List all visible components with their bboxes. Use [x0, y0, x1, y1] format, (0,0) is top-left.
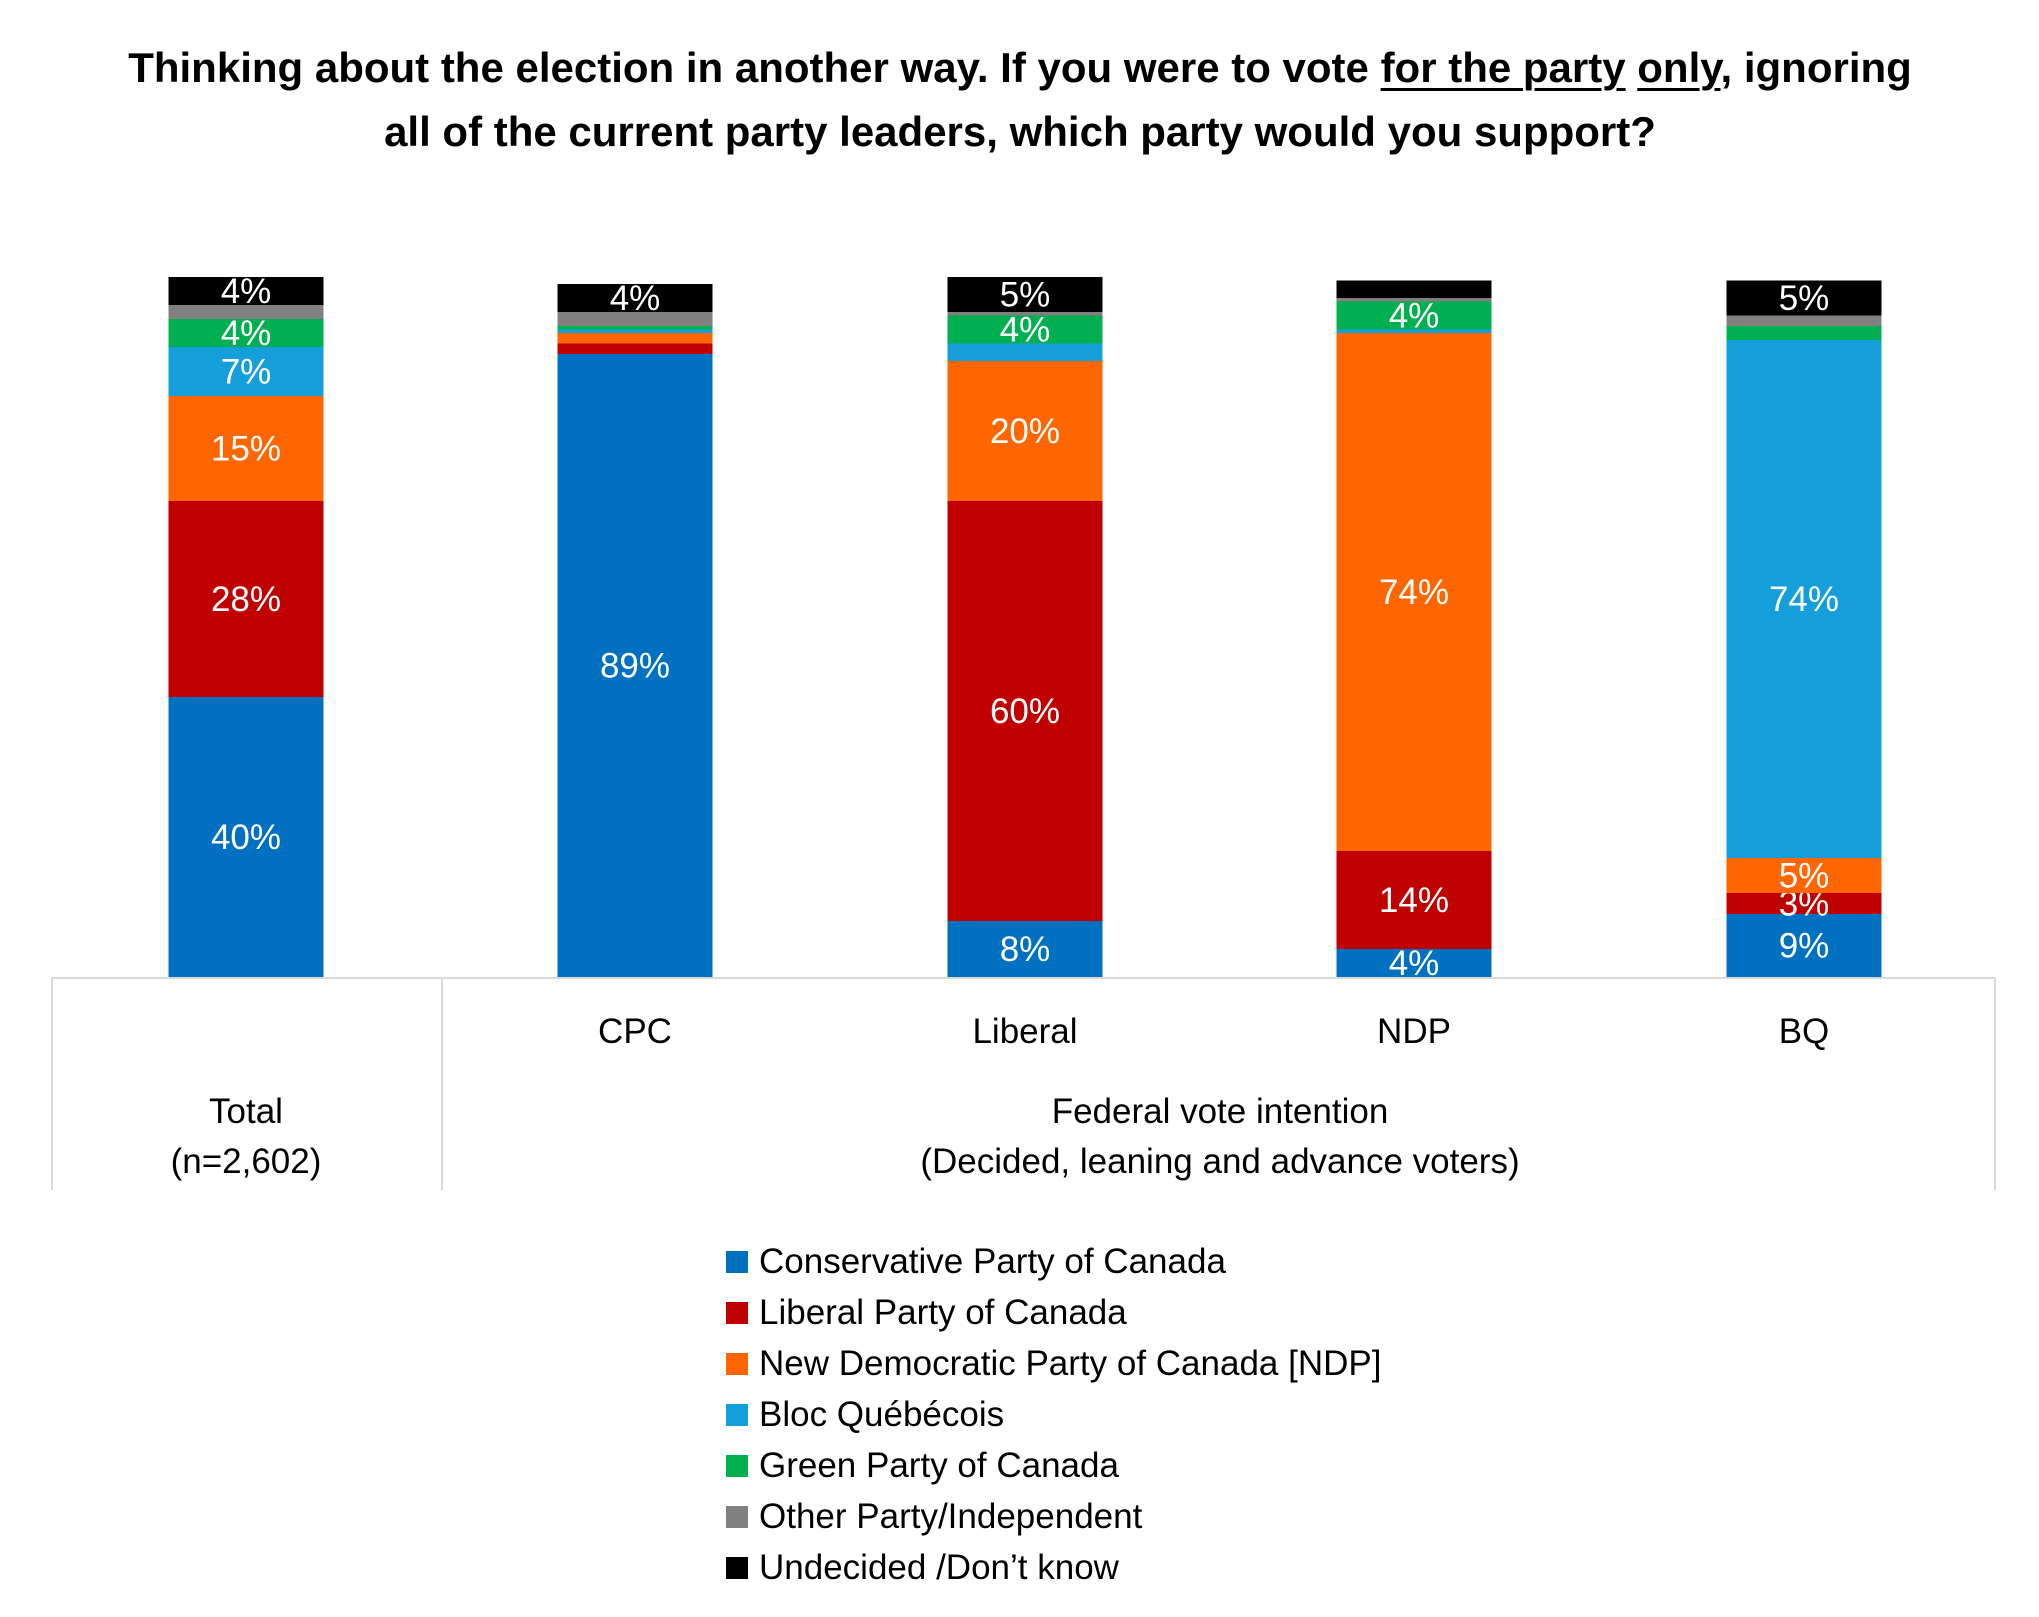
- bar-segment-total-new-democratic-party-of-canada-ndp: [168, 396, 324, 501]
- bar-segment-cpc-new-democratic-party-of-canada-ndp: [557, 333, 713, 344]
- bar-segment-liberal-bloc-qu-b-cois: [947, 343, 1103, 361]
- data-label-total-conservative-party-of-canada: 40%: [211, 818, 281, 857]
- data-label-total-bloc-qu-b-cois: 7%: [221, 353, 272, 392]
- bar-segment-bq-new-democratic-party-of-canada-ndp: [1726, 858, 1882, 893]
- chart-title: Thinking about the election in another w…: [120, 36, 1920, 164]
- title-underline-2: only: [1637, 44, 1721, 91]
- data-label-liberal-conservative-party-of-canada: 8%: [1000, 930, 1051, 969]
- legend-swatch-new-democratic-party-of-canada-ndp: [726, 1353, 748, 1375]
- data-label-cpc-conservative-party-of-canada: 89%: [600, 647, 670, 686]
- category-tick-labels: CPC Liberal NDP BQ: [598, 1012, 1829, 1051]
- data-label-liberal-new-democratic-party-of-canada-ndp: 20%: [990, 412, 1060, 451]
- legend-label-bloc-qu-b-cois: Bloc Québécois: [759, 1395, 1004, 1434]
- bar-segment-bq-conservative-party-of-canada: [1726, 914, 1882, 977]
- legend-label-green-party-of-canada: Green Party of Canada: [759, 1446, 1119, 1485]
- data-label-bq-conservative-party-of-canada: 9%: [1779, 927, 1830, 966]
- bar-segment-cpc-undecided-don-t-know: [557, 284, 713, 312]
- bar-segment-bq-undecided-don-t-know: [1726, 280, 1882, 316]
- data-label-ndp-green-party-of-canada: 4%: [1389, 297, 1440, 336]
- legend-label-new-democratic-party-of-canada-ndp: New Democratic Party of Canada [NDP]: [759, 1344, 1381, 1383]
- legend-swatch-other-party-independent: [726, 1506, 748, 1528]
- data-label-ndp-new-democratic-party-of-canada-ndp: 74%: [1379, 573, 1449, 612]
- bar-segment-liberal-other-party-independent: [947, 312, 1103, 316]
- bar-segment-total-liberal-party-of-canada: [168, 501, 324, 697]
- bar-segment-total-undecided-don-t-know: [168, 277, 324, 305]
- bar-segment-bq-bloc-qu-b-cois: [1726, 340, 1882, 858]
- legend-label-undecided-don-t-know: Undecided /Don’t know: [759, 1548, 1120, 1587]
- group-label-1-line1: Federal vote intention: [1052, 1092, 1389, 1131]
- legend-label-conservative-party-of-canada: Conservative Party of Canada: [759, 1242, 1226, 1281]
- data-label-total-green-party-of-canada: 4%: [221, 314, 272, 353]
- bar-segment-ndp-new-democratic-party-of-canada-ndp: [1336, 333, 1492, 851]
- data-label-total-liberal-party-of-canada: 28%: [211, 580, 281, 619]
- legend-swatch-green-party-of-canada: [726, 1455, 748, 1477]
- title-underline-1: for the party: [1380, 44, 1626, 91]
- bar-segment-cpc-bloc-qu-b-cois: [557, 329, 713, 333]
- legend-label-other-party-independent: Other Party/Independent: [759, 1497, 1143, 1536]
- bar-segment-total-conservative-party-of-canada: [168, 697, 324, 977]
- category-label-ndp: NDP: [1377, 1012, 1451, 1051]
- legend-swatch-undecided-don-t-know: [726, 1557, 748, 1579]
- bar-segment-bq-other-party-independent: [1726, 315, 1882, 326]
- bar-segment-ndp-liberal-party-of-canada: [1336, 851, 1492, 949]
- bar-segment-total-bloc-qu-b-cois: [168, 347, 324, 396]
- data-label-bq-new-democratic-party-of-canada-ndp: 5%: [1779, 857, 1830, 896]
- legend-label-liberal-party-of-canada: Liberal Party of Canada: [759, 1293, 1127, 1332]
- data-label-liberal-green-party-of-canada: 4%: [1000, 311, 1051, 350]
- data-label-total-new-democratic-party-of-canada-ndp: 15%: [211, 430, 281, 469]
- bar-segment-cpc-liberal-party-of-canada: [557, 343, 713, 354]
- data-label-total-undecided-don-t-know: 4%: [221, 272, 272, 311]
- data-label-ndp-liberal-party-of-canada: 14%: [1379, 881, 1449, 920]
- data-label-ndp-conservative-party-of-canada: 4%: [1389, 944, 1440, 983]
- data-label-liberal-liberal-party-of-canada: 60%: [990, 692, 1060, 731]
- bar-segment-liberal-undecided-don-t-know: [947, 277, 1103, 312]
- bar-segment-cpc-green-party-of-canada: [557, 326, 713, 330]
- data-label-cpc-undecided-don-t-know: 4%: [610, 279, 661, 318]
- title-part-3: , ignoring all of the current party lead…: [384, 44, 1912, 155]
- bar-segment-ndp-bloc-qu-b-cois: [1336, 329, 1492, 333]
- legend-swatch-conservative-party-of-canada: [726, 1251, 748, 1273]
- bar-segment-cpc-conservative-party-of-canada: [557, 354, 713, 977]
- bar-segment-bq-liberal-party-of-canada: [1726, 893, 1882, 914]
- category-label-bq: BQ: [1779, 1012, 1830, 1051]
- bar-segment-total-green-party-of-canada: [168, 319, 324, 347]
- category-label-liberal: Liberal: [972, 1012, 1077, 1051]
- legend: Conservative Party of Canada Liberal Part…: [726, 1242, 1381, 1587]
- category-label-cpc: CPC: [598, 1012, 672, 1051]
- group-label-0-line1: Total: [209, 1092, 283, 1131]
- bar-segment-liberal-conservative-party-of-canada: [947, 921, 1103, 977]
- data-label-bq-bloc-qu-b-cois: 74%: [1769, 580, 1839, 619]
- bar-segment-liberal-green-party-of-canada: [947, 315, 1103, 344]
- data-label-liberal-undecided-don-t-know: 5%: [1000, 276, 1051, 315]
- bar-segment-cpc-other-party-independent: [557, 312, 713, 326]
- category-axis-table: [51, 977, 1996, 1190]
- bar-segment-liberal-new-democratic-party-of-canada-ndp: [947, 361, 1103, 501]
- bar-segment-bq-green-party-of-canada: [1726, 326, 1882, 340]
- bar-segment-ndp-conservative-party-of-canada: [1336, 949, 1492, 977]
- bar-segment-liberal-liberal-party-of-canada: [947, 501, 1103, 921]
- bar-segment-total-other-party-independent: [168, 305, 324, 319]
- group-labels: Total (n=2,602) Federal vote intention (Dec…: [171, 1092, 1520, 1181]
- bar-segment-ndp-other-party-independent: [1336, 298, 1492, 302]
- bar-segment-ndp-undecided-don-t-know: [1336, 280, 1492, 298]
- group-label-0-line2: (n=2,602): [171, 1142, 322, 1181]
- legend-swatch-bloc-qu-b-cois: [726, 1404, 748, 1426]
- title-part-1: Thinking about the election in another w…: [128, 44, 1381, 91]
- bar-segment-ndp-green-party-of-canada: [1336, 301, 1492, 330]
- legend-swatch-liberal-party-of-canada: [726, 1302, 748, 1324]
- group-label-1-line2: (Decided, leaning and advance voters): [920, 1142, 1519, 1181]
- data-label-bq-undecided-don-t-know: 5%: [1779, 279, 1830, 318]
- plot-area: 40%28%15%7%4%4%89%4%8%60%20%4%5%4%14%74%…: [168, 272, 1882, 983]
